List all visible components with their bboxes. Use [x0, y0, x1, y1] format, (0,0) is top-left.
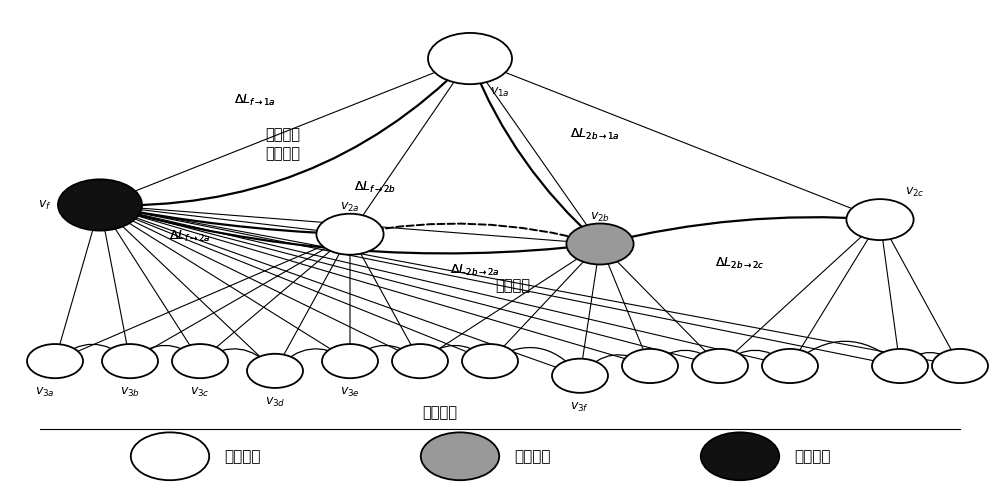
FancyArrowPatch shape — [471, 63, 598, 242]
FancyArrowPatch shape — [202, 349, 273, 369]
Ellipse shape — [701, 432, 779, 480]
Text: $\Delta L_{f\rightarrow 2a}$: $\Delta L_{f\rightarrow 2a}$ — [169, 229, 211, 244]
Text: $v_{2b}$: $v_{2b}$ — [590, 211, 610, 224]
Text: $v_{2a}$: $v_{2a}$ — [340, 201, 360, 214]
Text: $v_{f}$: $v_{f}$ — [38, 199, 52, 211]
Ellipse shape — [392, 344, 448, 378]
Ellipse shape — [762, 349, 818, 383]
FancyArrowPatch shape — [57, 344, 128, 359]
Text: 越级指挥: 越级指挥 — [265, 146, 300, 161]
FancyArrowPatch shape — [132, 346, 198, 359]
Ellipse shape — [552, 359, 608, 393]
Text: 外部协同: 外部协同 — [422, 405, 458, 420]
Ellipse shape — [131, 432, 209, 480]
Ellipse shape — [428, 33, 512, 84]
FancyArrowPatch shape — [277, 349, 348, 369]
Text: $\Delta L_{2b\rightarrow 2a}$: $\Delta L_{2b\rightarrow 2a}$ — [450, 264, 500, 278]
Ellipse shape — [322, 344, 378, 378]
Ellipse shape — [421, 432, 499, 480]
Ellipse shape — [872, 349, 928, 383]
FancyArrowPatch shape — [422, 346, 488, 359]
Text: 按级指挥: 按级指挥 — [265, 127, 300, 142]
Text: $v_{3e}$: $v_{3e}$ — [340, 386, 360, 399]
Text: $\Delta L_{f\rightarrow 1a}$: $\Delta L_{f\rightarrow 1a}$ — [234, 93, 276, 107]
Ellipse shape — [622, 349, 678, 383]
Ellipse shape — [846, 199, 914, 240]
Text: 过载节点: 过载节点 — [514, 449, 551, 464]
Ellipse shape — [58, 180, 142, 231]
Ellipse shape — [102, 344, 158, 378]
Text: $v_{3f}$: $v_{3f}$ — [570, 401, 590, 414]
Text: $v_{3a}$: $v_{3a}$ — [35, 386, 55, 399]
FancyArrowPatch shape — [582, 355, 648, 374]
Text: $\mathit{\Delta} L_{f\rightarrow 2a}$: $\mathit{\Delta} L_{f\rightarrow 2a}$ — [169, 229, 211, 244]
Ellipse shape — [247, 354, 303, 388]
Text: 正常节点: 正常节点 — [224, 449, 261, 464]
Text: 失效节点: 失效节点 — [794, 449, 831, 464]
Text: $v_{3b}$: $v_{3b}$ — [120, 386, 140, 399]
FancyArrowPatch shape — [103, 62, 466, 205]
Ellipse shape — [27, 344, 83, 378]
Ellipse shape — [692, 349, 748, 383]
Text: $\Delta L_{f\rightarrow 2b}$: $\Delta L_{f\rightarrow 2b}$ — [354, 181, 396, 195]
Text: $v_{2c}$: $v_{2c}$ — [905, 186, 925, 199]
Ellipse shape — [932, 349, 988, 383]
FancyArrowPatch shape — [352, 346, 418, 359]
Text: $\Delta L_{2b\rightarrow 1a}$: $\Delta L_{2b\rightarrow 1a}$ — [570, 127, 620, 142]
FancyArrowPatch shape — [492, 347, 578, 374]
Text: $\Delta L_{2b\rightarrow 2c}$: $\Delta L_{2b\rightarrow 2c}$ — [715, 256, 765, 271]
Ellipse shape — [566, 224, 634, 264]
Text: $\mathit{\Delta} L_{2b\rightarrow 1a}$: $\mathit{\Delta} L_{2b\rightarrow 1a}$ — [570, 127, 620, 142]
FancyArrowPatch shape — [652, 350, 718, 364]
Ellipse shape — [172, 344, 228, 378]
FancyArrowPatch shape — [902, 352, 958, 364]
Text: $\mathit{\Delta} L_{f\rightarrow 2b}$: $\mathit{\Delta} L_{f\rightarrow 2b}$ — [354, 181, 396, 195]
Text: $v_{3c}$: $v_{3c}$ — [190, 386, 210, 399]
FancyArrowPatch shape — [792, 341, 898, 364]
Text: $\mathit{\Delta} L_{2b\rightarrow 2a}$: $\mathit{\Delta} L_{2b\rightarrow 2a}$ — [450, 264, 500, 278]
Text: $v_{1a}$: $v_{1a}$ — [490, 86, 510, 99]
Text: 内部协同: 内部协同 — [495, 278, 530, 293]
FancyArrowPatch shape — [103, 205, 345, 238]
FancyArrowPatch shape — [103, 206, 595, 253]
Ellipse shape — [316, 214, 384, 255]
FancyArrowPatch shape — [722, 350, 788, 364]
FancyArrowPatch shape — [355, 224, 597, 243]
Ellipse shape — [462, 344, 518, 378]
Text: $v_{3d}$: $v_{3d}$ — [265, 396, 285, 409]
Text: $\mathit{\Delta} L_{2b\rightarrow 2c}$: $\mathit{\Delta} L_{2b\rightarrow 2c}$ — [715, 256, 765, 271]
Text: $\mathit{\Delta} L_{f\rightarrow 1a}$: $\mathit{\Delta} L_{f\rightarrow 1a}$ — [234, 93, 276, 107]
FancyArrowPatch shape — [603, 215, 875, 244]
